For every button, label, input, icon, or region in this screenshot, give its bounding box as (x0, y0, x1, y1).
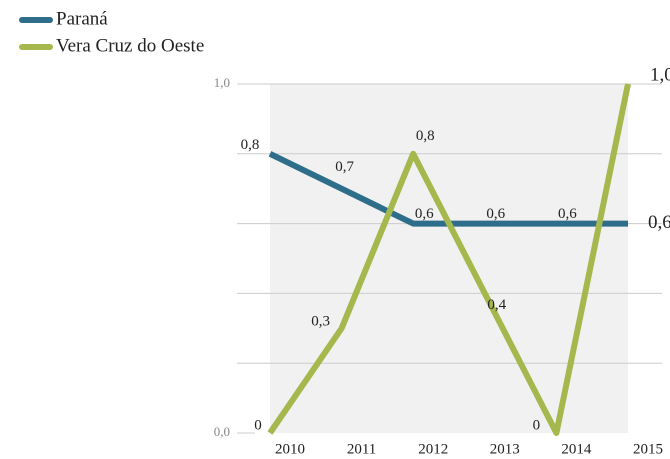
line (267, 83, 631, 436)
data-label: 0,8 (241, 137, 260, 153)
y-tick-label: 1,0 (214, 75, 230, 90)
data-label: 0,4 (487, 297, 506, 313)
data-label: 0,8 (416, 128, 435, 144)
data-label: 0,6 (648, 212, 670, 233)
legend-label: Paraná (56, 8, 108, 29)
data-label: 0 (533, 417, 541, 433)
data-label: 0,6 (486, 206, 505, 222)
x-tick-label: 2014 (561, 441, 592, 457)
data-label: 0,3 (311, 314, 330, 330)
x-tick-label: 2013 (490, 441, 520, 457)
x-tick-label: 2011 (347, 441, 376, 457)
x-tick-label: 2010 (275, 441, 305, 457)
data-label: 1,0 (650, 64, 670, 85)
x-tick-label: 2015 (633, 441, 663, 457)
data-label: 0 (254, 417, 262, 433)
data-label: 0,6 (558, 206, 577, 222)
x-tick-label: 2012 (418, 441, 448, 457)
data-label: 0,6 (415, 206, 434, 222)
legend-label: Vera Cruz do Oeste (56, 35, 204, 56)
data-label: 0,7 (335, 159, 354, 175)
y-tick-label: 0,0 (214, 424, 230, 439)
plot-background (270, 84, 628, 433)
